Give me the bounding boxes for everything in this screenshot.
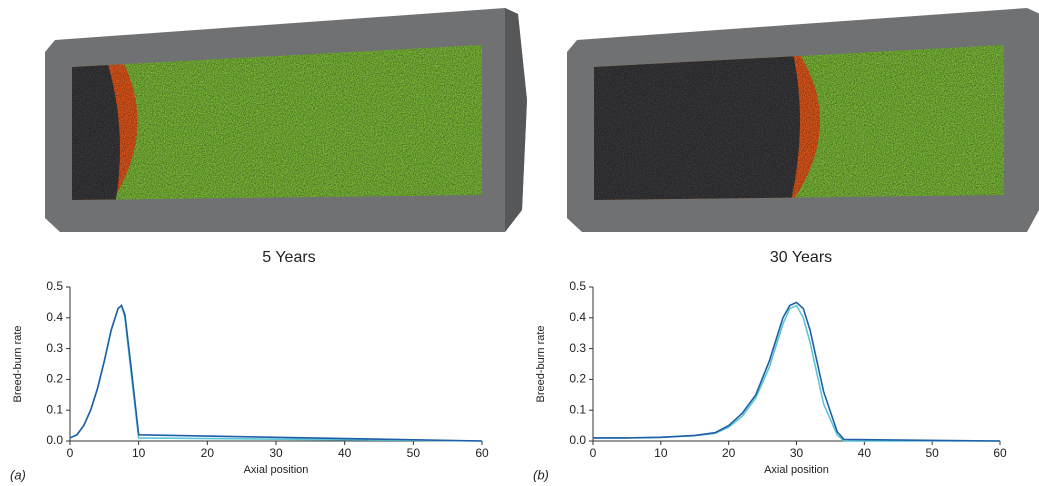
y-axis-label: Breed-burn rate	[535, 325, 547, 402]
series-line	[593, 302, 1000, 441]
y-tick-label: 0.4	[46, 310, 63, 324]
render-b	[567, 8, 1039, 232]
y-tick-label: 0.1	[569, 402, 586, 416]
y-tick-label: 0.1	[46, 402, 63, 416]
x-tick-label: 40	[338, 446, 352, 460]
chart-title: 5 Years	[262, 249, 315, 266]
y-tick-label: 0.4	[569, 310, 586, 324]
y-tick-label: 0.3	[569, 341, 586, 355]
panel-label: (b)	[533, 467, 549, 482]
x-tick-label: 0	[590, 446, 597, 460]
x-tick-label: 30	[269, 446, 283, 460]
y-tick-label: 0.3	[46, 341, 63, 355]
y-tick-label: 0.0	[46, 433, 63, 447]
y-axis-label: Breed-burn rate	[12, 325, 24, 402]
x-axis-label: Axial position	[764, 464, 829, 476]
y-tick-label: 0.5	[46, 279, 63, 293]
series-line	[70, 305, 482, 441]
x-tick-label: 10	[654, 446, 668, 460]
x-tick-label: 40	[858, 446, 872, 460]
y-tick-label: 0.2	[46, 372, 63, 386]
series-line	[593, 305, 1000, 441]
x-tick-label: 0	[67, 446, 74, 460]
x-tick-label: 60	[993, 446, 1007, 460]
x-tick-label: 50	[407, 446, 421, 460]
x-tick-label: 30	[790, 446, 804, 460]
y-tick-label: 0.2	[569, 372, 586, 386]
y-tick-label: 0.5	[569, 279, 586, 293]
chart-title: 30 Years	[770, 249, 832, 266]
x-tick-label: 50	[925, 446, 939, 460]
panel-label: (a)	[10, 467, 26, 482]
render-a	[45, 8, 527, 232]
x-tick-label: 20	[722, 446, 736, 460]
x-axis-label: Axial position	[244, 464, 309, 476]
figure: 5 Years (a) Axial position Breed-burn rate 0…	[0, 0, 1039, 486]
x-tick-label: 10	[132, 446, 146, 460]
y-tick-label: 0.0	[569, 433, 586, 447]
x-tick-label: 60	[475, 446, 489, 460]
x-tick-label: 20	[201, 446, 215, 460]
